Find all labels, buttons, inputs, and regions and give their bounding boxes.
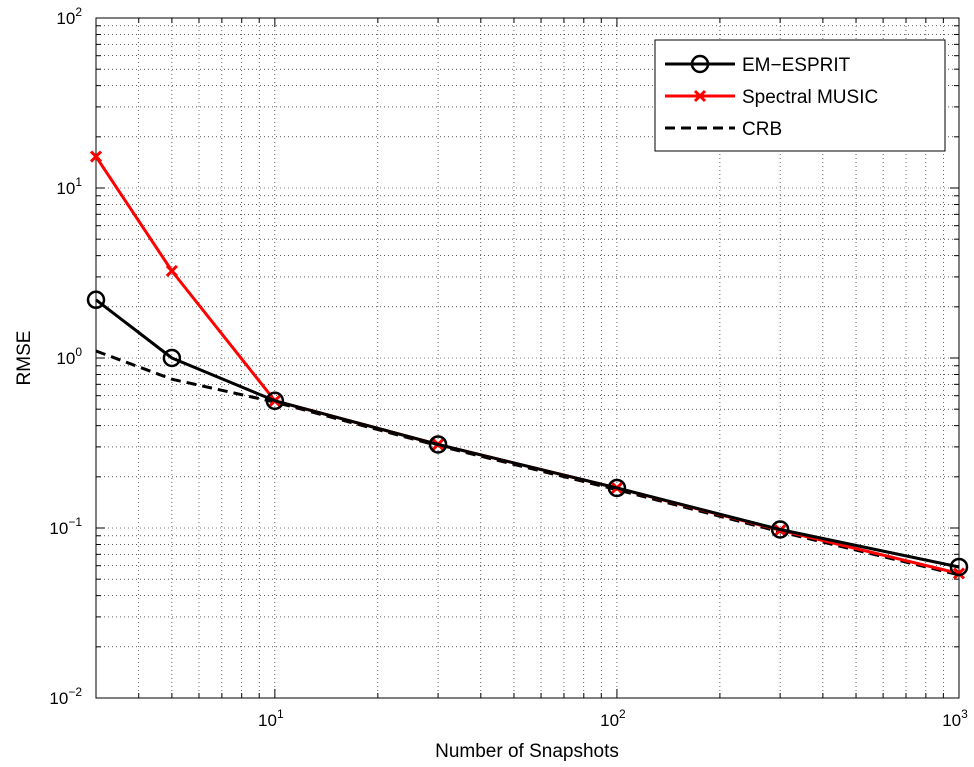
y-tick-exponent: −2 [68,685,82,699]
y-tick-label: 102 [56,5,82,28]
x-tick-label: 102 [600,707,626,730]
y-tick-label: 10−2 [49,685,82,708]
data-point [162,348,182,368]
data-point [165,264,178,278]
x-tick-label: 101 [258,707,284,730]
data-point [86,290,106,310]
y-tick-label: 101 [56,175,82,198]
legend: EM−ESPRIT Spectral MUSIC CRB [654,39,946,152]
legend-label: CRB [742,119,782,140]
series-group [86,150,969,580]
grid [96,18,959,698]
x-axis-label: Number of Snapshots [435,741,619,762]
series-line [95,298,960,569]
data-point [265,391,285,411]
legend-label: Spectral MUSIC [742,87,878,108]
y-tick-exponent: 0 [75,345,82,359]
x-tick-exponent: 2 [619,707,626,721]
data-point [690,54,710,74]
data-point [607,478,627,498]
data-point [428,435,448,454]
axis-ticks [96,18,959,698]
legend-label: EM−ESPRIT [742,55,851,76]
x-tick-label: 103 [942,707,968,730]
data-point [770,520,790,539]
y-axis-label: RMSE [14,331,35,386]
data-point [952,567,966,580]
series-0 [86,290,969,577]
x-tick-exponent: 1 [277,707,284,721]
x-tick-labels: 101 102 103 [258,707,968,730]
series-line [94,155,960,575]
y-tick-label: 10−1 [49,515,82,538]
x-tick-exponent: 3 [961,707,968,721]
y-tick-exponent: −1 [68,515,82,529]
y-tick-exponent: 1 [75,175,82,189]
data-point [693,89,707,103]
data-point [949,557,969,577]
data-point [89,150,103,163]
y-tick-label: 100 [56,345,82,368]
y-tick-exponent: 2 [75,5,82,19]
